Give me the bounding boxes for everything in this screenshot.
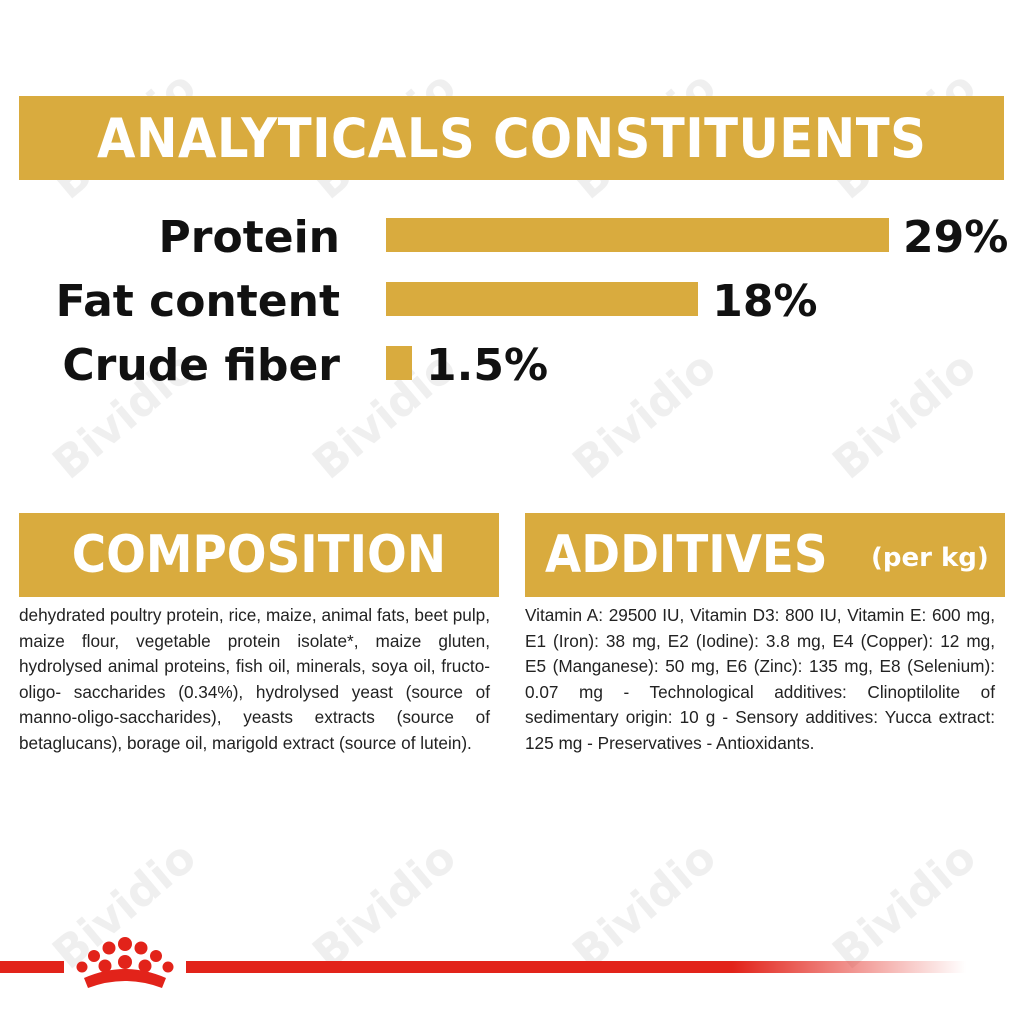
bar-protein	[386, 218, 889, 252]
watermark-text: Bividio	[563, 341, 726, 490]
watermark-text: Bividio	[563, 831, 726, 980]
bar-fat-content	[386, 282, 699, 316]
composition-title: COMPOSITION	[71, 525, 447, 585]
additives-title: ADDITIVES	[545, 525, 828, 585]
bar-crude-fiber	[386, 346, 413, 380]
bar-label-fat-content: Fat content	[55, 276, 340, 327]
watermark-text: Bividio	[823, 831, 986, 980]
bar-value-crude-fiber: 1.5%	[426, 340, 549, 391]
composition-header-banner: COMPOSITION	[19, 513, 499, 597]
bar-label-protein: Protein	[158, 212, 340, 263]
footer-red-line-right	[186, 961, 966, 973]
analytics-header-banner: ANALYTICALS CONSTITUENTS	[19, 96, 1004, 180]
analytics-title: ANALYTICALS CONSTITUENTS	[96, 106, 927, 170]
watermark-text: Bividio	[823, 341, 986, 490]
composition-text: dehydrated poultry protein, rice, maize,…	[19, 605, 490, 753]
additives-header-banner: ADDITIVES (per kg)	[525, 513, 1005, 597]
additives-text: Vitamin A: 29500 IU, Vitamin D3: 800 IU,…	[525, 605, 995, 753]
additives-unit: (per kg)	[871, 543, 989, 573]
royal-canin-crown-icon	[76, 937, 174, 988]
bar-label-crude-fiber: Crude fiber	[62, 340, 340, 391]
bar-value-protein: 29%	[903, 212, 1009, 263]
watermark-text: Bividio	[303, 831, 466, 980]
bar-value-fat-content: 18%	[712, 276, 818, 327]
footer-red-line-left	[0, 961, 64, 973]
